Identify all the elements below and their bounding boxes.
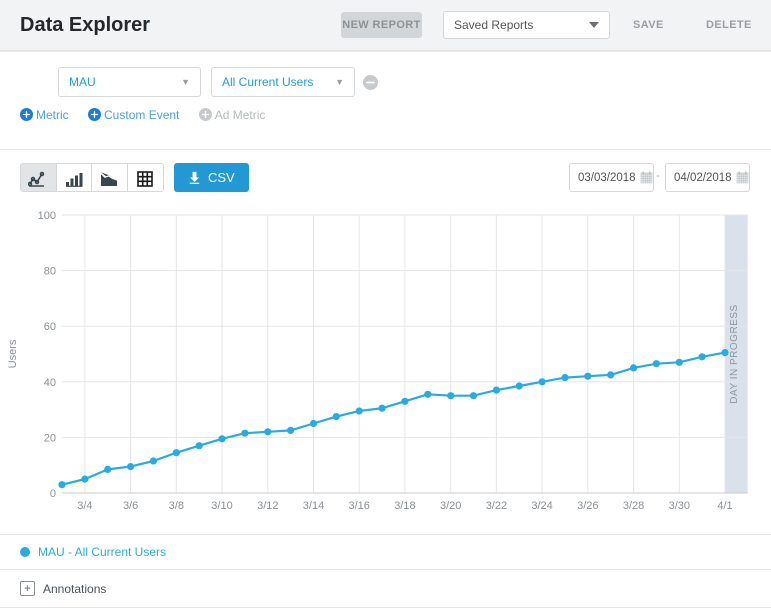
svg-text:3/6: 3/6 [123,500,138,512]
svg-text:3/10: 3/10 [211,500,232,512]
svg-text:3/30: 3/30 [669,500,690,512]
svg-text:3/12: 3/12 [257,500,278,512]
svg-text:3/14: 3/14 [303,500,324,512]
svg-text:40: 40 [44,377,56,389]
svg-text:3/28: 3/28 [623,500,644,512]
svg-text:DAY IN PROGRESS: DAY IN PROGRESS [729,304,740,403]
svg-text:3/16: 3/16 [348,500,369,512]
svg-text:3/8: 3/8 [169,500,184,512]
svg-text:80: 80 [44,266,56,278]
svg-text:3/18: 3/18 [394,500,415,512]
svg-text:4/1: 4/1 [717,500,732,512]
svg-text:0: 0 [50,488,56,500]
svg-text:3/20: 3/20 [440,500,461,512]
svg-text:Users: Users [7,339,19,368]
svg-text:3/22: 3/22 [486,500,507,512]
svg-text:20: 20 [44,432,56,444]
svg-text:3/26: 3/26 [577,500,598,512]
svg-text:3/24: 3/24 [531,500,552,512]
svg-text:100: 100 [38,210,56,222]
svg-text:3/4: 3/4 [77,500,92,512]
svg-text:60: 60 [44,321,56,333]
